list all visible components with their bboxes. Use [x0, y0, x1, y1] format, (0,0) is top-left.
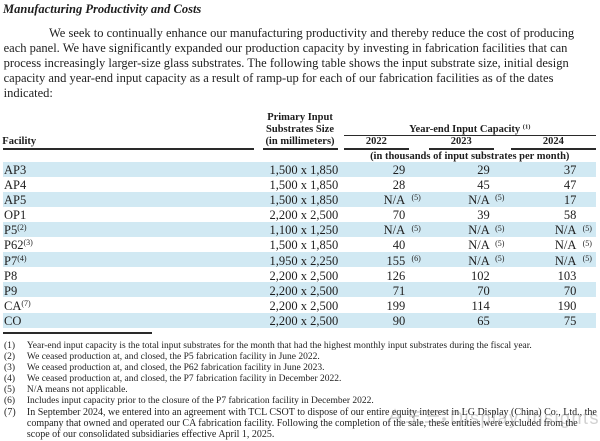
svg-text:Display Insights: Display Insights — [450, 408, 600, 428]
